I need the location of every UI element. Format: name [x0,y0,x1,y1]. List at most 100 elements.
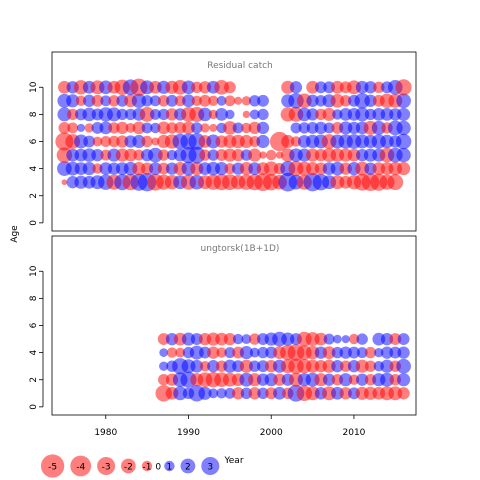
y-tick-label: 2 [29,377,39,383]
bubble-1992-age-9 [199,94,211,107]
bubble-1993-age-1 [208,388,219,399]
bubble-1976-age-8 [67,108,79,121]
x-axis: 1980 1990 2000 2010 [94,415,366,438]
legend-bubble [121,458,136,474]
bubble-1996-age-7 [232,122,244,134]
y-tick-label: 0 [29,404,39,410]
bubble-2011-age-4 [356,347,368,359]
bubble-2001-age-1 [273,386,286,400]
bubble-2016-age-1 [397,387,410,400]
bubble-1994-age-9 [216,95,227,106]
bubble-2016-age-4 [397,346,410,359]
y-tick-label: 2 [29,193,39,199]
bubble-1978-age-4 [82,162,96,176]
bubble-1997-age-9 [241,96,252,106]
bubble-1984-age-6 [132,134,146,149]
bubble-1999-age-8 [257,108,269,121]
bubble-2011-age-5 [356,333,368,345]
y-tick-label: 4 [29,349,39,355]
bubble-2008-age-3 [331,360,344,373]
y-tick-label: 6 [29,322,39,328]
x-tick-label: 1980 [94,428,117,438]
legend-bubble [180,458,196,474]
bubble-2012-age-9 [364,94,377,107]
bubble-1998-age-4 [249,347,260,358]
bubble-1988-age-4 [166,347,178,358]
bubble-1994-age-4 [216,347,227,358]
y-axis: 0 2 4 6 8 10 [29,81,44,226]
bubble-2015-age-5 [389,333,402,346]
bubble-2006-age-10 [314,81,327,94]
bubble-1998-age-1 [248,387,261,400]
x-tick-label: 1990 [177,428,200,438]
y-tick-label: 4 [29,165,39,171]
bubble-1992-age-8 [198,107,212,122]
bubble-2014-age-5 [380,332,394,346]
bubble-1997-age-6 [239,134,253,149]
bubble-2008-age-5 [333,334,342,344]
bubble-1985-age-6 [141,135,153,148]
panel-title: Residual catch [207,61,273,71]
bubble-1992-age-7 [200,123,210,133]
legend-label: -5 [48,463,57,473]
bubble-1975-age-3 [61,179,68,186]
bubble-1995-age-8 [225,109,235,120]
legend-label: -3 [102,463,111,473]
legend-label: -1 [143,463,152,473]
bubble-1991-age-3 [190,359,204,373]
bubble-1993-age-3 [207,360,220,373]
bubble-2005-age-10 [306,80,319,94]
bubble-2016-age-4 [397,162,411,176]
bubble-layer [55,78,412,192]
bubble-1983-age-5 [124,148,137,162]
bubble-1999-age-1 [257,387,269,399]
bubble-2008-age-9 [330,94,345,108]
bubble-1997-age-1 [240,387,253,399]
bubble-2009-age-4 [339,346,352,359]
bubble-1995-age-7 [223,121,237,135]
bubble-1985-age-9 [141,95,153,107]
bubble-1991-age-9 [191,95,202,107]
bubble-2002-age-6 [281,134,295,149]
bubble-1999-age-4 [257,346,269,359]
bubble-1993-age-4 [207,346,220,359]
bubble-1986-age-6 [151,137,160,146]
bubble-1996-age-5 [232,333,244,345]
bubble-1987-age-5 [158,149,170,161]
bubble-1991-age-5 [188,146,206,164]
bubble-1998-age-9 [249,95,261,107]
bubble-1986-age-4 [149,162,162,175]
legend-bubble [201,456,220,476]
bubble-2016-age-5 [396,147,411,163]
y-axis: 0 2 4 6 8 10 [29,265,44,410]
bubble-1978-age-8 [82,107,96,122]
bubble-1978-age-7 [84,123,94,133]
bubble-2008-age-4 [331,346,344,359]
bubble-1987-age-3 [159,361,169,371]
bubble-1997-age-5 [241,334,252,345]
bubble-2006-age-5 [314,332,328,346]
bubble-2016-age-5 [397,333,410,346]
bubble-2010-age-4 [348,346,360,359]
bubble-1995-age-9 [224,95,236,107]
y-tick-label: 10 [29,265,39,277]
bubble-1984-age-9 [131,93,147,108]
bubble-1979-age-6 [92,136,103,147]
legend-bubble [40,454,65,478]
bubble-1992-age-3 [199,361,211,372]
bubble-2000-age-4 [264,161,279,176]
bubble-1994-age-8 [215,108,228,121]
bubble-2007-age-2 [322,373,336,386]
bubble-1987-age-7 [157,121,171,135]
bubble-2015-age-3 [387,174,404,191]
bubble-1999-age-9 [257,94,269,107]
bubble-1980-age-6 [100,136,112,147]
bubble-1993-age-7 [209,123,218,132]
bubble-2016-age-3 [396,358,411,374]
bubble-2005-age-9 [306,94,319,107]
bubble-2016-age-2 [397,373,411,387]
y-axis-title: Age [10,225,20,243]
bubble-2014-age-3 [380,359,394,373]
bubble-1981-age-7 [108,122,120,134]
